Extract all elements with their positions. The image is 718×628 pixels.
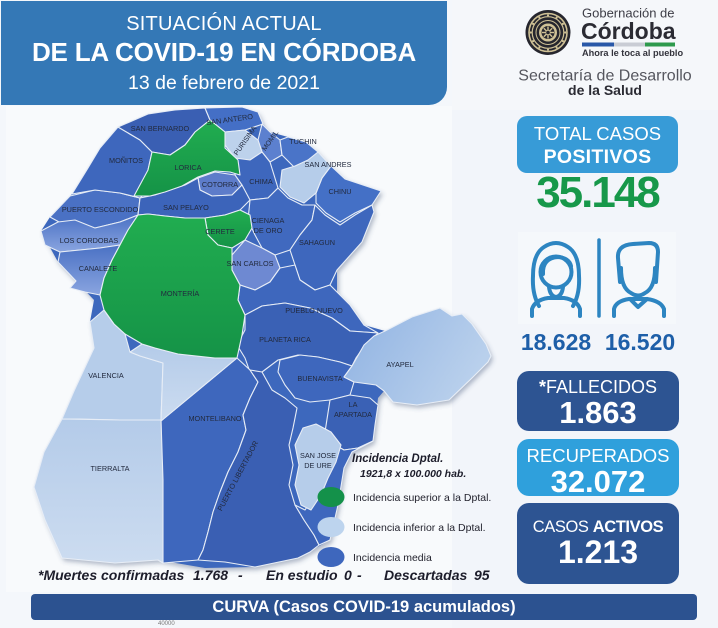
svg-text:CHINU: CHINU (328, 187, 351, 196)
svg-text:BUENAVISTA: BUENAVISTA (297, 374, 342, 383)
svg-text:Incidencia media: Incidencia media (353, 552, 432, 564)
svg-text:MONTERÍA: MONTERÍA (161, 289, 200, 298)
svg-text:MONTELIBANO: MONTELIBANO (188, 414, 241, 423)
svg-text:de la Salud: de la Salud (568, 82, 642, 98)
svg-text:COTORRA: COTORRA (202, 180, 238, 189)
svg-text:DE URE: DE URE (304, 461, 332, 470)
svg-text:APARTADA: APARTADA (334, 410, 372, 419)
svg-text:SAN BERNARDO: SAN BERNARDO (131, 124, 190, 133)
svg-text:SAN JOSE: SAN JOSE (300, 451, 336, 460)
svg-text:CANALETE: CANALETE (79, 264, 118, 273)
svg-text:SAN ANDRES: SAN ANDRES (304, 160, 351, 169)
svg-text:LOS CORDOBAS: LOS CORDOBAS (60, 236, 119, 245)
svg-text:SAN CARLOS: SAN CARLOS (226, 259, 273, 268)
svg-text:Incidencia Dptal.: Incidencia Dptal. (352, 453, 443, 465)
svg-text:Córdoba: Córdoba (581, 18, 676, 44)
svg-text:SAHAGUN: SAHAGUN (299, 238, 335, 247)
svg-text:TIERRALTA: TIERRALTA (90, 464, 129, 473)
svg-text:DE ORO: DE ORO (254, 226, 283, 235)
svg-text:Ahora le toca al pueblo: Ahora le toca al pueblo (582, 48, 683, 58)
svg-text:PUERTO ESCONDIDO: PUERTO ESCONDIDO (62, 205, 139, 214)
svg-text:Gobernación de: Gobernación de (582, 6, 675, 21)
svg-text:CERETE: CERETE (205, 227, 235, 236)
svg-text:LORICA: LORICA (174, 163, 201, 172)
svg-text:PUEBLO NUEVO: PUEBLO NUEVO (285, 306, 343, 315)
svg-text:AYAPEL: AYAPEL (386, 360, 413, 369)
svg-text:1921,8 x 100.000 hab.: 1921,8 x 100.000 hab. (360, 468, 466, 480)
svg-text:MOÑITOS: MOÑITOS (109, 156, 143, 165)
svg-text:Incidencia inferior a la Dptal: Incidencia inferior a la Dptal. (353, 522, 486, 534)
svg-text:PLANETA RICA: PLANETA RICA (259, 335, 311, 344)
svg-text:Incidencia superior a la Dptal: Incidencia superior a la Dptal. (353, 492, 491, 504)
svg-text:LA: LA (349, 400, 358, 409)
svg-text:CHIMA: CHIMA (249, 177, 273, 186)
svg-text:Secretaría de Desarrollo: Secretaría de Desarrollo (518, 68, 692, 85)
svg-text:CIENAGA: CIENAGA (252, 216, 285, 225)
svg-text:TUCHIN: TUCHIN (289, 137, 317, 146)
svg-text:VALENCIA: VALENCIA (88, 371, 124, 380)
svg-text:SAN PELAYO: SAN PELAYO (163, 203, 209, 212)
